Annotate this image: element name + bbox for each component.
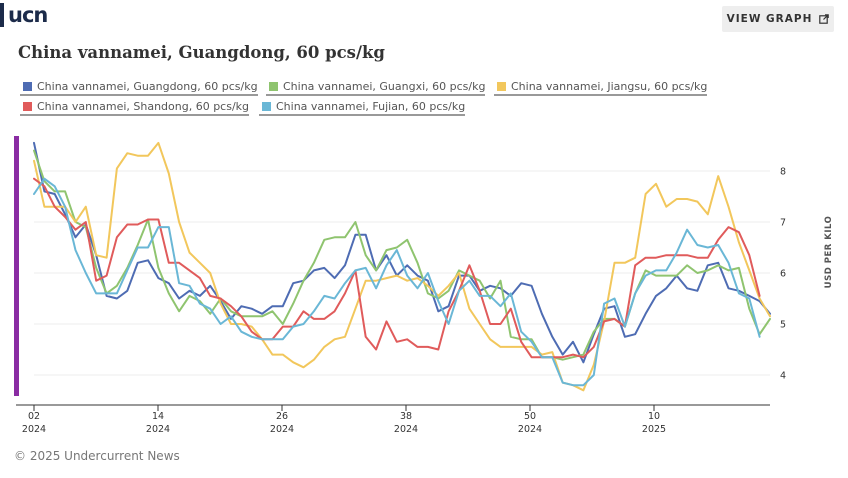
y-tick-label: 5 (780, 320, 786, 331)
chart-title: China vannamei, Guangdong, 60 pcs/kg (18, 43, 385, 62)
y-tick-label: 8 (780, 167, 786, 178)
legend-item-jiangsu[interactable]: China vannamei, Jiangsu, 60 pcs/kg (494, 78, 708, 96)
copyright-text: © 2025 Undercurrent News (14, 449, 180, 463)
legend-swatch (23, 101, 32, 111)
legend-item-guangdong[interactable]: China vannamei, Guangdong, 60 pcs/kg (20, 78, 258, 96)
series-line-1 (33, 149, 771, 361)
x-tick-year-label: 2024 (394, 424, 418, 435)
series-line-2 (33, 141, 771, 392)
series-line-3 (33, 177, 761, 359)
legend-label: China vannamei, Jiangsu, 60 pcs/kg (511, 79, 708, 93)
ucn-logo[interactable]: ucn (0, 3, 48, 27)
x-tick-week-label: 02 (28, 411, 40, 422)
x-tick-week-label: 38 (400, 411, 412, 422)
external-link-icon (819, 14, 830, 24)
x-tick-week-label: 26 (276, 411, 288, 422)
x-tick-week-label: 10 (648, 411, 660, 422)
legend-item-guangxi[interactable]: China vannamei, Guangxi, 60 pcs/kg (266, 78, 486, 96)
x-tick-year-label: 2025 (642, 424, 666, 435)
purple-accent-bar (14, 136, 19, 396)
x-tick-year-label: 2024 (270, 424, 294, 435)
legend-item-fujian[interactable]: China vannamei, Fujian, 60 pcs/kg (259, 98, 466, 116)
legend-label: China vannamei, Shandong, 60 pcs/kg (37, 99, 250, 113)
legend-label: China vannamei, Guangxi, 60 pcs/kg (283, 79, 486, 93)
y-axis-title: USD PER KILO (824, 216, 834, 289)
x-tick-year-label: 2024 (146, 424, 170, 435)
x-tick-week-label: 14 (152, 411, 164, 422)
legend-swatch (23, 81, 32, 91)
logo-bar (0, 3, 4, 27)
view-graph-button[interactable]: VIEW GRAPH (722, 6, 834, 32)
x-tick-year-label: 2024 (518, 424, 542, 435)
legend-swatch (269, 81, 278, 91)
view-graph-label: VIEW GRAPH (726, 13, 813, 25)
y-tick-label: 7 (780, 218, 786, 229)
y-tick-label: 4 (780, 371, 786, 382)
series-line-4 (33, 177, 761, 387)
legend-label: China vannamei, Guangdong, 60 pcs/kg (37, 79, 258, 93)
x-tick-week-label: 50 (524, 411, 536, 422)
x-tick-year-label: 2024 (22, 424, 46, 435)
series-line-0 (33, 141, 771, 364)
legend-label: China vannamei, Fujian, 60 pcs/kg (276, 99, 466, 113)
legend-swatch (497, 81, 506, 91)
legend-swatch (262, 101, 271, 111)
logo-text: ucn (8, 3, 48, 27)
y-tick-label: 6 (780, 269, 786, 280)
legend-item-shandong[interactable]: China vannamei, Shandong, 60 pcs/kg (20, 98, 250, 116)
